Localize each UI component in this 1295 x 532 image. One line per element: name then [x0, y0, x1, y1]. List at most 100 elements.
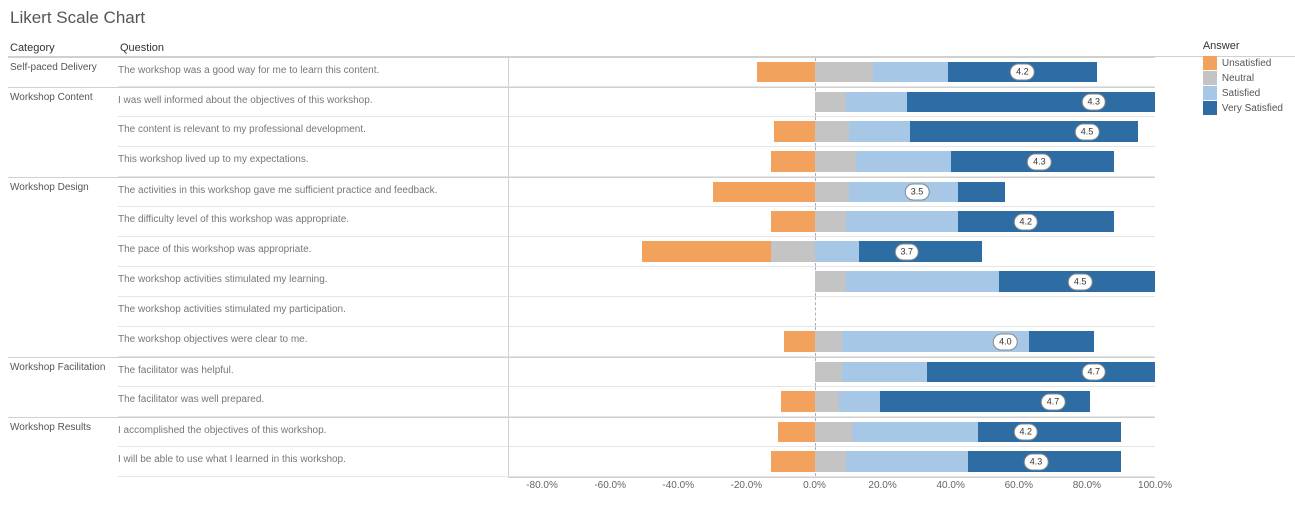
bar-unsatisfied: [771, 451, 815, 472]
table-row: Workshop DesignThe activities in this wo…: [8, 177, 1295, 207]
bar-neutral: [815, 92, 846, 112]
category-cell: Workshop Results: [8, 417, 118, 447]
table-row: I will be able to use what I learned in …: [8, 447, 1295, 477]
legend-swatch: [1203, 71, 1217, 85]
category-cell: [8, 267, 118, 297]
question-cell: The facilitator was helpful.: [118, 357, 508, 387]
table-header: Category Question: [8, 42, 1295, 54]
plot-cell: 3.5: [508, 177, 1155, 207]
legend-swatch: [1203, 56, 1217, 70]
bar-neutral: [815, 62, 873, 82]
category-cell: [8, 387, 118, 417]
legend-swatch: [1203, 86, 1217, 100]
plot-cell: 4.7: [508, 387, 1155, 417]
value-badge: 4.3: [1024, 453, 1049, 470]
question-cell: I was well informed about the objectives…: [118, 87, 508, 117]
category-cell: [8, 147, 118, 177]
legend-swatch: [1203, 101, 1217, 115]
bar-neutral: [815, 121, 849, 142]
question-cell: The workshop activities stimulated my pa…: [118, 297, 508, 327]
table-row: Workshop ContentI was well informed abou…: [8, 87, 1295, 117]
bar-satisfied: [842, 362, 927, 382]
legend-item: Very Satisfied: [1203, 101, 1283, 115]
bar-satisfied: [849, 182, 958, 202]
bar-very-satisfied: [927, 362, 1155, 382]
plot-cell: 4.0: [508, 327, 1155, 357]
bar-satisfied: [846, 92, 907, 112]
bar-unsatisfied: [781, 391, 815, 412]
bar-very-satisfied: [1029, 331, 1094, 352]
bar-neutral: [815, 451, 846, 472]
bar-unsatisfied: [713, 182, 815, 202]
category-cell: [8, 117, 118, 147]
bar-very-satisfied: [910, 121, 1138, 142]
legend-label: Unsatisfied: [1222, 58, 1271, 69]
category-cell: [8, 297, 118, 327]
legend-label: Very Satisfied: [1222, 103, 1283, 114]
question-cell: The activities in this workshop gave me …: [118, 177, 508, 207]
value-badge: 4.7: [1041, 393, 1066, 410]
question-cell: The difficulty level of this workshop wa…: [118, 207, 508, 237]
bar-satisfied: [839, 391, 880, 412]
category-cell: [8, 447, 118, 477]
value-badge: 4.2: [1014, 213, 1039, 230]
bar-satisfied: [846, 451, 968, 472]
category-cell: [8, 237, 118, 267]
x-axis: -80.0%-60.0%-40.0%-20.0%0.0%20.0%40.0%60…: [508, 477, 1155, 498]
legend: Answer UnsatisfiedNeutralSatisfiedVery S…: [1203, 40, 1283, 116]
category-cell: [8, 207, 118, 237]
value-badge: 4.3: [1027, 153, 1052, 170]
category-cell: Workshop Content: [8, 87, 118, 117]
category-cell: [8, 327, 118, 357]
bar-neutral: [815, 211, 846, 232]
bar-neutral: [815, 271, 846, 292]
plot-cell: 4.2: [508, 207, 1155, 237]
bar-satisfied: [846, 211, 958, 232]
axis-tick: -20.0%: [731, 480, 763, 491]
axis-tick: 20.0%: [868, 480, 896, 491]
value-badge: 4.0: [993, 333, 1018, 350]
bar-unsatisfied: [771, 151, 815, 172]
table-row: The facilitator was well prepared. 4.7: [8, 387, 1295, 417]
question-cell: The facilitator was well prepared.: [118, 387, 508, 417]
plot-cell: 4.2: [508, 417, 1155, 447]
bar-very-satisfied: [907, 92, 1155, 112]
plot-cell: 4.3: [508, 147, 1155, 177]
plot-cell: 4.3: [508, 87, 1155, 117]
plot-cell: 4.5: [508, 267, 1155, 297]
value-badge: 3.5: [905, 184, 930, 201]
plot-cell: 4.5: [508, 117, 1155, 147]
bar-unsatisfied: [771, 211, 815, 232]
legend-label: Neutral: [1222, 73, 1254, 84]
legend-item: Neutral: [1203, 71, 1283, 85]
value-badge: 4.2: [1010, 64, 1035, 81]
chart-title: Likert Scale Chart: [10, 8, 1295, 28]
value-badge: 4.3: [1082, 94, 1107, 111]
bar-neutral: [815, 391, 839, 412]
bar-unsatisfied: [642, 241, 771, 262]
table-row: Workshop ResultsI accomplished the objec…: [8, 417, 1295, 447]
bar-satisfied: [873, 62, 948, 82]
table-row: Workshop FacilitationThe facilitator was…: [8, 357, 1295, 387]
bar-unsatisfied: [757, 62, 815, 82]
table-row: The difficulty level of this workshop wa…: [8, 207, 1295, 237]
question-cell: The workshop was a good way for me to le…: [118, 57, 508, 87]
bar-satisfied: [815, 241, 859, 262]
plot-cell: [508, 297, 1155, 327]
bar-neutral: [815, 151, 856, 172]
legend-item: Unsatisfied: [1203, 56, 1283, 70]
bar-neutral: [815, 422, 852, 442]
bar-neutral: [815, 331, 842, 352]
bar-very-satisfied: [859, 241, 981, 262]
question-cell: I accomplished the objectives of this wo…: [118, 417, 508, 447]
axis-tick: -80.0%: [526, 480, 558, 491]
value-badge: 4.5: [1075, 123, 1100, 140]
plot-cell: 4.2: [508, 57, 1155, 87]
bar-unsatisfied: [784, 331, 815, 352]
plot-cell: 4.3: [508, 447, 1155, 477]
legend-item: Satisfied: [1203, 86, 1283, 100]
bar-satisfied: [852, 422, 978, 442]
header-category: Category: [8, 42, 120, 54]
value-badge: 3.7: [895, 243, 920, 260]
bar-unsatisfied: [774, 121, 815, 142]
